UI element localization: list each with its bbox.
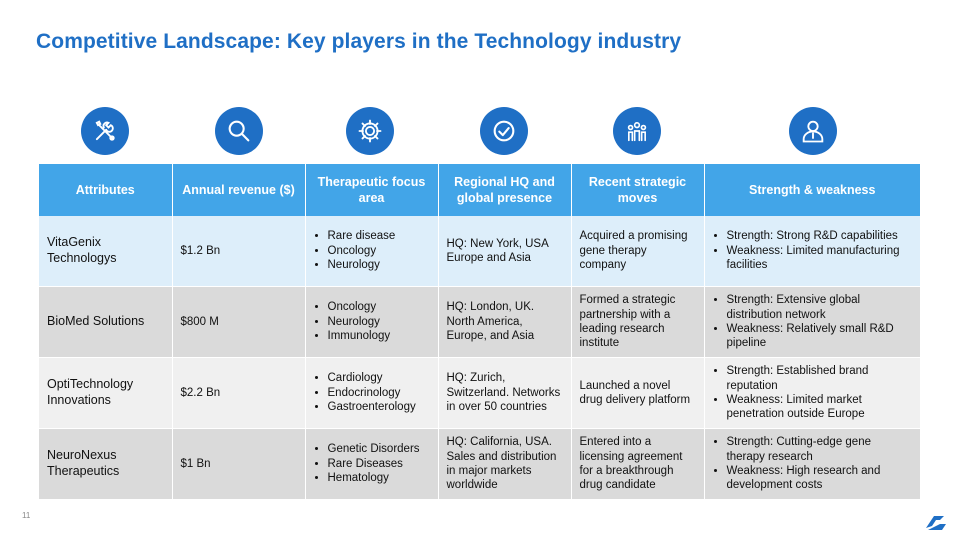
strength-weakness-cell: Strength: Established brand reputation W… xyxy=(704,357,920,429)
company-name: VitaGenix Technologys xyxy=(39,216,173,287)
focus-item: Rare disease xyxy=(328,229,430,243)
brand-logo-icon xyxy=(926,516,946,530)
table-row: NeuroNexus Therapeutics $1 Bn Genetic Di… xyxy=(39,428,920,500)
moves-cell: Launched a novel drug delivery platform xyxy=(571,357,705,429)
focus-item: Oncology xyxy=(328,244,430,258)
hq-cell: HQ: California, USA. Sales and distribut… xyxy=(438,428,572,500)
header-moves: Recent strategic moves xyxy=(571,164,705,216)
moves-cell: Acquired a promising gene therapy compan… xyxy=(571,216,705,287)
focus-item: Rare Diseases xyxy=(328,457,430,471)
strength-weakness-cell: Strength: Strong R&D capabilities Weakne… xyxy=(704,216,920,287)
moves-cell: Formed a strategic partnership with a le… xyxy=(571,286,705,358)
table-row: VitaGenix Technologys $1.2 Bn Rare disea… xyxy=(39,216,920,287)
focus-item: Neurology xyxy=(328,258,430,272)
weakness-item: Weakness: Limited market penetration out… xyxy=(727,393,913,422)
company-name: NeuroNexus Therapeutics xyxy=(39,428,173,500)
header-hq: Regional HQ and global presence xyxy=(438,164,572,216)
focus-item: Oncology xyxy=(328,300,430,314)
table-row: BioMed Solutions $800 M Oncology Neurolo… xyxy=(39,286,920,358)
focus-item: Gastroenterology xyxy=(328,400,430,414)
strength-item: Strength: Cutting-edge gene therapy rese… xyxy=(727,435,913,464)
revenue-cell: $2.2 Bn xyxy=(172,357,306,429)
strength-item: Strength: Established brand reputation xyxy=(727,364,913,393)
focus-cell: Cardiology Endocrinology Gastroenterolog… xyxy=(305,357,439,429)
icon-row xyxy=(39,107,920,157)
company-name: OptiTechnology Innovations xyxy=(39,357,173,429)
tools-icon xyxy=(81,107,129,155)
header-attributes: Attributes xyxy=(39,164,173,216)
revenue-cell: $800 M xyxy=(172,286,306,358)
header-strength-weakness: Strength & weakness xyxy=(704,164,920,216)
search-icon xyxy=(215,107,263,155)
strength-weakness-cell: Strength: Cutting-edge gene therapy rese… xyxy=(704,428,920,500)
focus-item: Genetic Disorders xyxy=(328,442,430,456)
table-header-row: Attributes Annual revenue ($) Therapeuti… xyxy=(39,164,920,216)
hq-cell: HQ: London, UK. North America, Europe, a… xyxy=(438,286,572,358)
revenue-cell: $1.2 Bn xyxy=(172,216,306,287)
focus-item: Cardiology xyxy=(328,371,430,385)
focus-item: Endocrinology xyxy=(328,386,430,400)
team-icon xyxy=(613,107,661,155)
strength-item: Strength: Strong R&D capabilities xyxy=(727,229,913,243)
focus-item: Hematology xyxy=(328,471,430,485)
slide-title: Competitive Landscape: Key players in th… xyxy=(36,30,682,53)
weakness-item: Weakness: Relatively small R&D pipeline xyxy=(727,322,913,351)
table-row: OptiTechnology Innovations $2.2 Bn Cardi… xyxy=(39,357,920,429)
moves-cell: Entered into a licensing agreement for a… xyxy=(571,428,705,500)
focus-cell: Genetic Disorders Rare Diseases Hematolo… xyxy=(305,428,439,500)
hq-cell: HQ: Zurich, Switzerland. Networks in ove… xyxy=(438,357,572,429)
page-number: 11 xyxy=(22,511,31,520)
company-name: BioMed Solutions xyxy=(39,286,173,358)
header-focus: Therapeutic focus area xyxy=(305,164,439,216)
focus-cell: Rare disease Oncology Neurology xyxy=(305,216,439,287)
strength-weakness-cell: Strength: Extensive global distribution … xyxy=(704,286,920,358)
weakness-item: Weakness: High research and development … xyxy=(727,464,913,493)
revenue-cell: $1 Bn xyxy=(172,428,306,500)
user-icon xyxy=(789,107,837,155)
strength-item: Strength: Extensive global distribution … xyxy=(727,293,913,322)
focus-item: Neurology xyxy=(328,315,430,329)
weakness-item: Weakness: Limited manufacturing faciliti… xyxy=(727,244,913,273)
check-circle-icon xyxy=(480,107,528,155)
competitor-table: Attributes Annual revenue ($) Therapeuti… xyxy=(39,164,920,500)
hq-cell: HQ: New York, USA Europe and Asia xyxy=(438,216,572,287)
focus-cell: Oncology Neurology Immunology xyxy=(305,286,439,358)
gear-icon xyxy=(346,107,394,155)
focus-item: Immunology xyxy=(328,329,430,343)
header-revenue: Annual revenue ($) xyxy=(172,164,306,216)
